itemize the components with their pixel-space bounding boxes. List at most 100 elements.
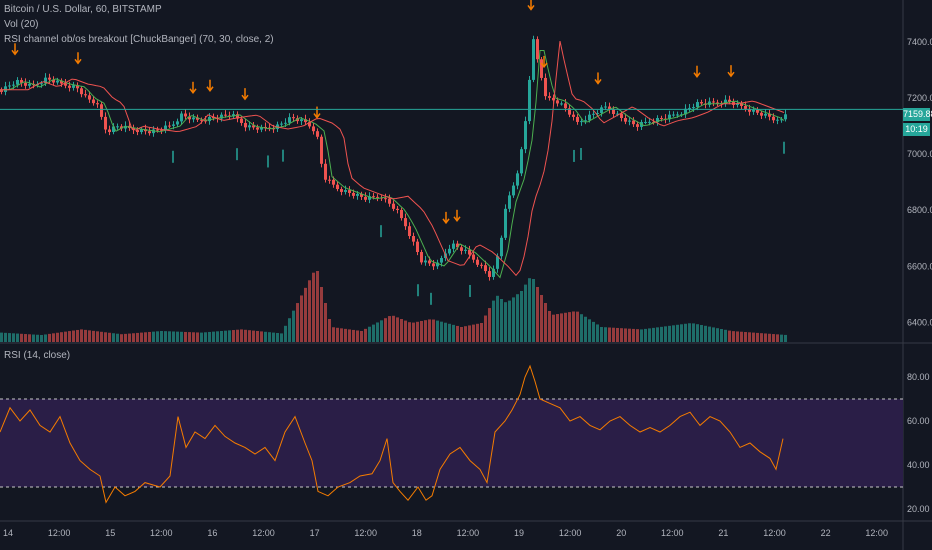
time-axis[interactable]: 14 12:00 15 12:00 16 12:00 17 12:00 18 12:00 19 12:… xyxy=(3,528,888,538)
countdown-tag: 10:19 xyxy=(903,123,930,136)
volume-bar xyxy=(192,332,195,342)
volume-bar xyxy=(368,326,371,342)
candle-body xyxy=(88,95,91,100)
volume-bar xyxy=(564,312,567,342)
candle-body xyxy=(84,94,87,96)
candle-body xyxy=(572,114,575,117)
candle-body xyxy=(500,237,503,257)
volume-bar xyxy=(292,310,295,342)
sell-arrow-head xyxy=(442,218,450,225)
candles xyxy=(0,35,787,281)
volume-bar xyxy=(404,320,407,342)
price-tick-label: 6800.00 xyxy=(907,205,932,215)
volume-bar xyxy=(312,272,315,342)
rsi-axis[interactable]: 80.00 60.00 40.00 20.00 xyxy=(907,372,930,514)
candle-body xyxy=(204,120,207,122)
volume-bar xyxy=(196,332,199,342)
candle-body xyxy=(504,208,507,238)
candle-body xyxy=(120,126,123,129)
volume-bar xyxy=(720,329,723,342)
volume-bar xyxy=(656,327,659,342)
candle-body xyxy=(624,118,627,122)
candle-body xyxy=(700,102,703,104)
volume-bar xyxy=(204,332,207,342)
rsi-band xyxy=(0,399,903,487)
candle-body xyxy=(316,131,319,137)
volume-bar xyxy=(648,328,651,342)
volume-bar xyxy=(568,312,571,342)
symbol-legend[interactable]: Bitcoin / U.S. Dollar, 60, BITSTAMP xyxy=(4,4,162,15)
volume-bar xyxy=(320,287,323,342)
volume-bar xyxy=(616,327,619,342)
indicator-legend[interactable]: RSI channel ob/os breakout [ChuckBanger]… xyxy=(4,34,274,45)
candle-body xyxy=(336,184,339,190)
volume-bar xyxy=(364,328,367,342)
volume-bar xyxy=(156,331,159,342)
volume-bar xyxy=(436,320,439,342)
price-tick-label: 7000.00 xyxy=(907,149,932,159)
candle-body xyxy=(496,256,499,269)
volume-bar xyxy=(92,330,95,342)
volume-bar xyxy=(268,332,271,342)
volume-bar xyxy=(252,330,255,342)
volume-bar xyxy=(356,330,359,342)
volume-bar xyxy=(32,334,35,342)
volume-bar xyxy=(136,332,139,342)
candle-body xyxy=(468,249,471,255)
volume-bar xyxy=(12,333,15,342)
volume-bar xyxy=(680,324,683,342)
volume-bar xyxy=(736,331,739,342)
volume-bar xyxy=(668,325,671,342)
volume-bar xyxy=(152,331,155,342)
volume-bar xyxy=(740,331,743,342)
volume-bar xyxy=(200,332,203,342)
volume-bar xyxy=(684,323,687,342)
volume-bar xyxy=(240,329,243,342)
volume-bar xyxy=(80,329,83,342)
candle-body xyxy=(240,118,243,123)
volume-bar xyxy=(628,328,631,342)
candle-body xyxy=(568,108,571,115)
volume-bar xyxy=(408,322,411,342)
candle-body xyxy=(292,117,295,119)
candle-body xyxy=(652,121,655,123)
candle-body xyxy=(152,129,155,134)
candle-body xyxy=(4,86,7,92)
candle-body xyxy=(192,117,195,120)
candle-body xyxy=(432,263,435,267)
candle-body xyxy=(724,99,727,104)
volume-bar xyxy=(212,331,215,342)
volume-bar xyxy=(744,332,747,342)
volume-bar xyxy=(0,332,3,342)
candle-body xyxy=(360,193,363,197)
volume-bar xyxy=(484,315,487,342)
candle-body xyxy=(396,208,399,210)
volume-bar xyxy=(68,331,71,342)
volume-bar xyxy=(768,333,771,342)
ma-slow xyxy=(0,40,785,277)
volume-bar xyxy=(348,329,351,342)
volume-bar xyxy=(40,335,43,342)
candle-body xyxy=(180,113,183,122)
candle-body xyxy=(188,116,191,120)
candle-body xyxy=(376,196,379,198)
rsi-legend[interactable]: RSI (14, close) xyxy=(4,350,71,361)
candle-body xyxy=(160,129,163,131)
volume-bar xyxy=(580,314,583,342)
volume-bar xyxy=(328,319,331,342)
price-axis[interactable]: 7400.00 7200.00 7000.00 6800.00 6600.00 6400.… xyxy=(907,37,932,327)
volume-bar xyxy=(588,319,591,342)
candle-body xyxy=(28,83,31,86)
candle-body xyxy=(764,113,767,116)
candle-body xyxy=(68,85,71,88)
volume-bar xyxy=(392,315,395,342)
volume-bar xyxy=(424,320,427,342)
volume-bar xyxy=(84,329,87,342)
time-tick-label: 12:00 xyxy=(48,528,71,538)
time-tick-label: 20 xyxy=(616,528,626,538)
volume-legend[interactable]: Vol (20) xyxy=(4,19,39,30)
candle-body xyxy=(428,260,431,264)
volume-bar xyxy=(104,332,107,342)
volume-bar xyxy=(532,279,535,342)
